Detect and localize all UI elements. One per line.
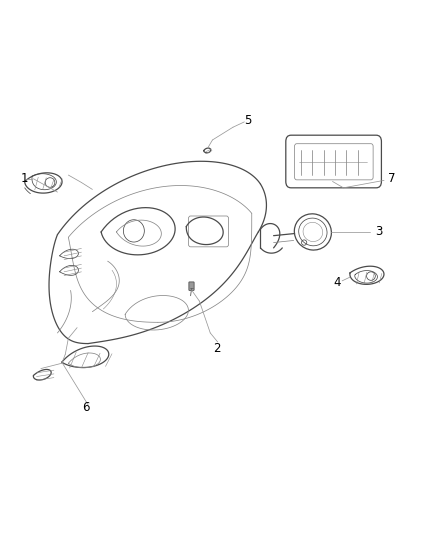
FancyBboxPatch shape — [189, 282, 194, 290]
Text: 3: 3 — [374, 225, 382, 238]
Text: 2: 2 — [213, 342, 221, 356]
Text: 1: 1 — [21, 172, 28, 185]
Text: 5: 5 — [244, 114, 251, 127]
Text: 6: 6 — [82, 401, 90, 414]
Text: 7: 7 — [388, 172, 395, 185]
Text: 4: 4 — [333, 276, 341, 289]
